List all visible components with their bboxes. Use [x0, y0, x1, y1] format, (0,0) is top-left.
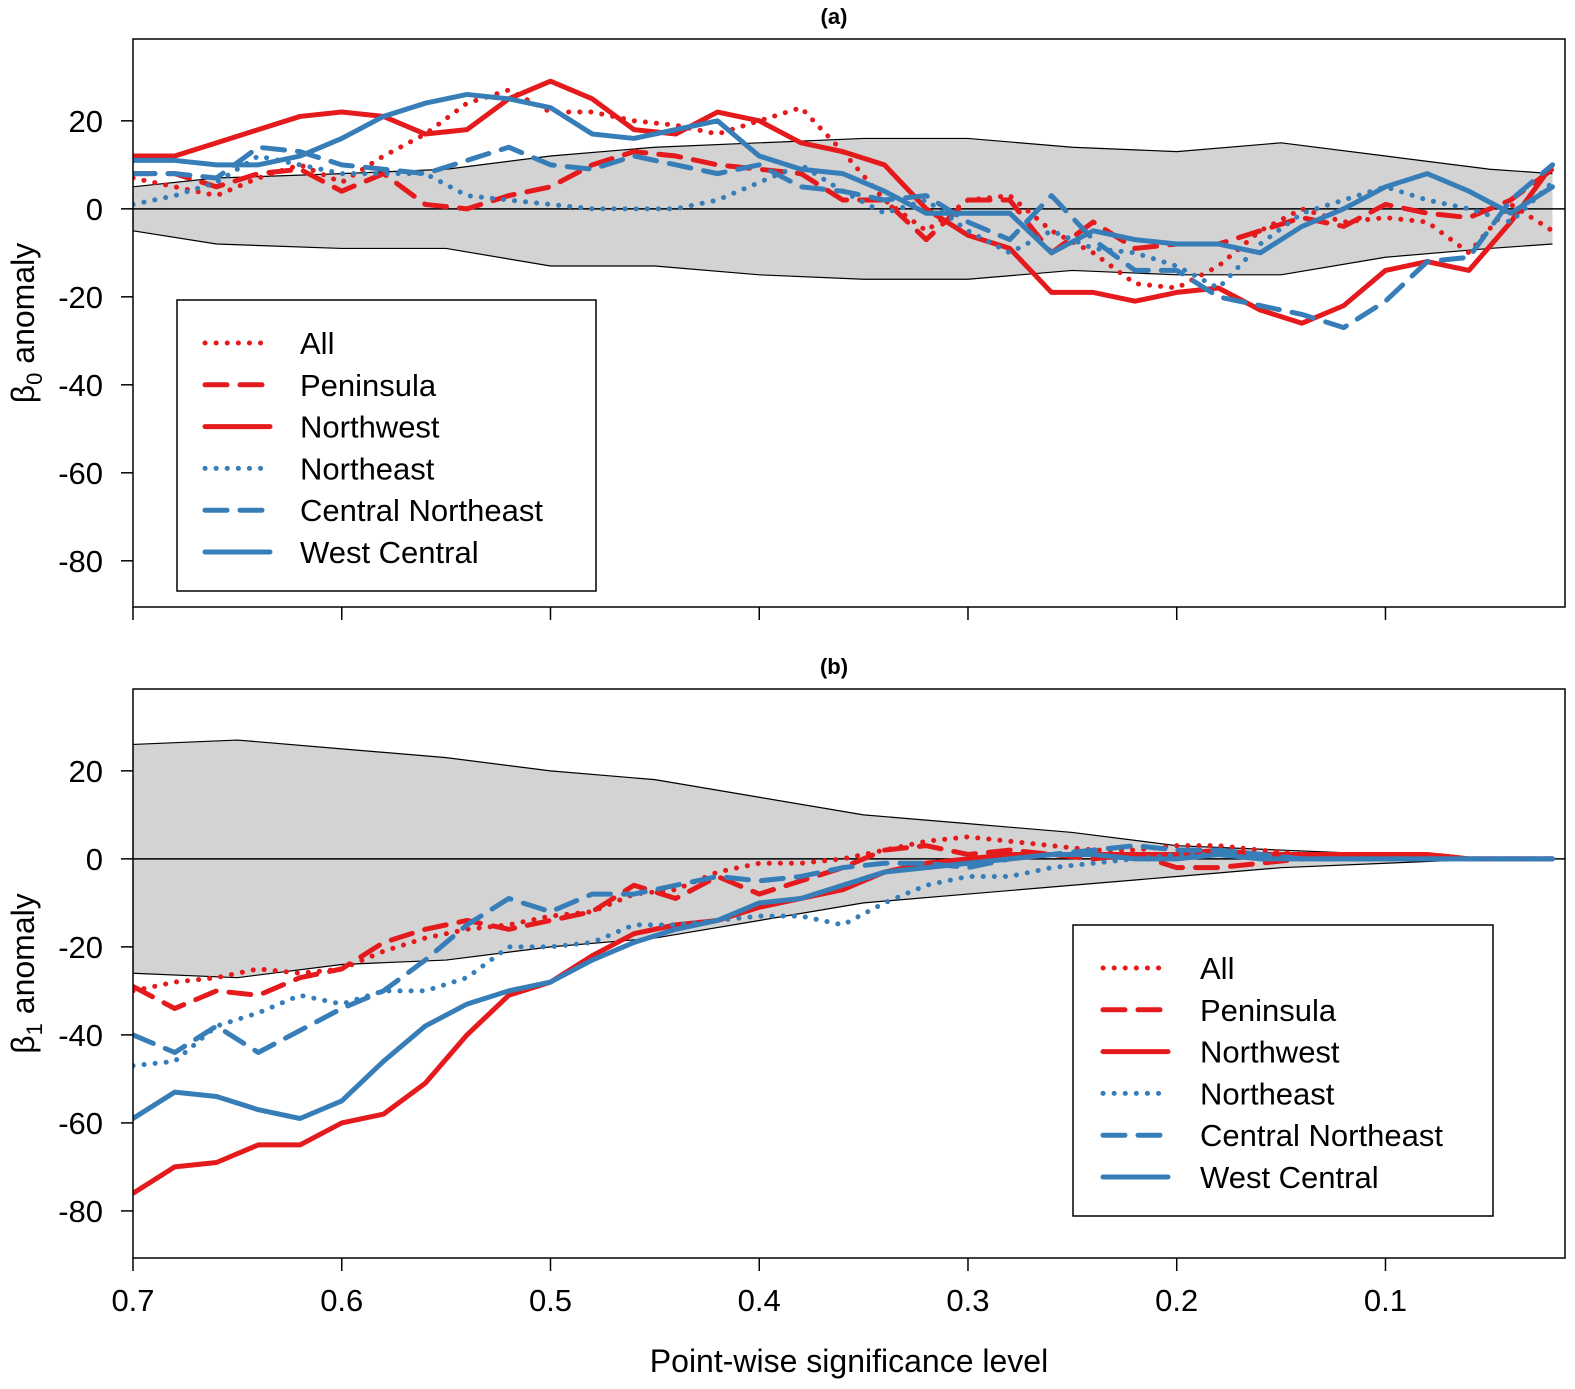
legend-label: Northwest	[1200, 1035, 1340, 1070]
x-tick-label: 0.5	[529, 1283, 572, 1318]
y-tick-label: -60	[58, 456, 103, 491]
legend-label: West Central	[1200, 1160, 1379, 1195]
legend-item: All	[1100, 951, 1234, 986]
x-tick-label: 0.2	[1155, 1283, 1198, 1318]
legend-label: Central Northeast	[300, 493, 543, 528]
plot-frame	[132, 38, 1566, 608]
plot-frame	[132, 688, 1566, 1259]
legend-box	[176, 299, 597, 592]
y-label-text: anomaly	[5, 893, 41, 1023]
band-lower-line	[132, 858, 1553, 979]
legend-item: Northwest	[202, 410, 440, 445]
legend-item: Peninsula	[1100, 993, 1337, 1028]
x-tick-label: 0.7	[111, 1283, 154, 1318]
x-tick-label: 0.4	[738, 1283, 781, 1318]
y-tick-label: -80	[58, 1194, 103, 1229]
legend-label: Northeast	[1200, 1076, 1335, 1111]
legend-label: Peninsula	[300, 368, 437, 403]
legend-label: Northeast	[300, 451, 435, 486]
y-label-symbol: β	[5, 1035, 41, 1053]
x-tick-label: 0.6	[320, 1283, 363, 1318]
band-lower-line	[132, 230, 1553, 280]
y-tick-label: -40	[58, 368, 103, 403]
y-tick-label: -60	[58, 1106, 103, 1141]
series-group	[133, 78, 1555, 331]
legend-item: Northeast	[202, 451, 435, 486]
legend-label: All	[300, 326, 334, 361]
legend-label: Central Northeast	[1200, 1118, 1443, 1153]
legend-item: All	[202, 326, 334, 361]
legend-item: Peninsula	[202, 368, 437, 403]
series-line-west-central	[133, 851, 1555, 1121]
legend: All Peninsula Northwest Northeast Central No…	[176, 299, 597, 592]
series-line-northwest	[133, 847, 1555, 1196]
legend-item: West Central	[1100, 1160, 1379, 1195]
y-tick-label: -80	[58, 544, 103, 579]
series-line-west-central	[133, 91, 1555, 256]
legend: All Peninsula Northwest Northeast Central No…	[1072, 924, 1494, 1217]
y-axis-label: β0 anomaly	[5, 243, 47, 404]
y-tick-label: -20	[58, 280, 103, 315]
series-group	[133, 834, 1555, 1196]
legend-label: All	[1200, 951, 1234, 986]
panel-title: (a)	[821, 4, 848, 29]
panel-title: (b)	[820, 654, 848, 679]
series-line-northwest	[133, 78, 1555, 326]
x-axis-label: Point-wise significance level	[650, 1343, 1048, 1379]
legend-label: Northwest	[300, 410, 440, 445]
y-tick-label: -20	[58, 930, 103, 965]
y-label-subscript: 0	[22, 373, 47, 385]
y-tick-label: 0	[86, 842, 103, 877]
y-tick-label: 0	[86, 192, 103, 227]
legend-item: Central Northeast	[1100, 1118, 1443, 1153]
legend-item: Northeast	[1100, 1076, 1335, 1111]
y-axis-label: β1 anomaly	[5, 893, 47, 1054]
panel-b: (b) 20 0 -20 -40 -60 -80 0.7 0.6 0.5 0.4 0.3 0.2 0.1 β…	[5, 654, 1566, 1318]
y-label-text: anomaly	[5, 243, 41, 373]
y-tick-label: 20	[69, 104, 103, 139]
series-line-central-northeast	[133, 144, 1555, 331]
y-tick-label: -40	[58, 1018, 103, 1053]
y-tick-label: 20	[69, 754, 103, 789]
legend-item: Northwest	[1100, 1035, 1340, 1070]
y-label-subscript: 1	[22, 1023, 47, 1035]
legend-label: Peninsula	[1200, 993, 1337, 1028]
x-tick-label: 0.1	[1364, 1283, 1407, 1318]
legend-label: West Central	[300, 535, 479, 570]
legend-item: West Central	[202, 535, 479, 570]
legend-box	[1072, 924, 1494, 1217]
x-tick-label: 0.3	[946, 1283, 989, 1318]
legend-item: Central Northeast	[202, 493, 543, 528]
y-label-symbol: β	[5, 385, 41, 403]
